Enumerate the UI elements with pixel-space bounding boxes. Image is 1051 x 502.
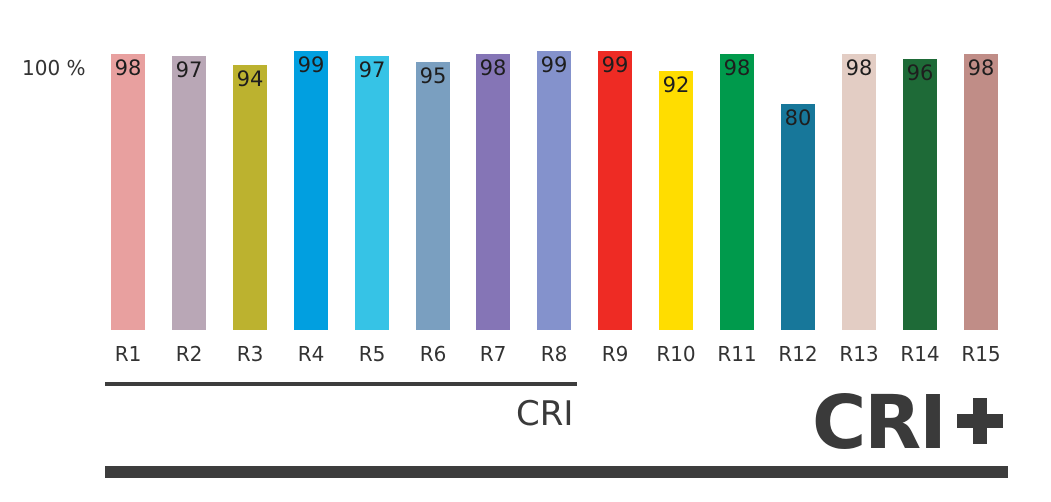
- cri-bracket-line: [105, 382, 577, 386]
- bar-r5: 97: [355, 56, 389, 330]
- x-axis-label: R1: [114, 342, 142, 366]
- bar-value-label: 98: [114, 56, 142, 80]
- bar-value-label: 98: [845, 56, 873, 80]
- x-axis-label: R6: [419, 342, 447, 366]
- bar-value-label: 92: [662, 73, 690, 97]
- bar-value-label: 94: [236, 67, 264, 91]
- bar-value-label: 99: [601, 53, 629, 77]
- x-axis-label: R2: [175, 342, 203, 366]
- x-axis-label: R14: [900, 342, 940, 366]
- x-axis-label: R3: [236, 342, 264, 366]
- bar-r13: 98: [842, 54, 876, 330]
- cri-plus-bracket-line: [105, 466, 1008, 478]
- x-axis-label: R15: [961, 342, 1001, 366]
- bar-value-label: 98: [479, 56, 507, 80]
- bar-value-label: 95: [419, 64, 447, 88]
- bar-r4: 99: [294, 51, 328, 330]
- bar-value-label: 97: [358, 58, 386, 82]
- x-axis-label: R7: [479, 342, 507, 366]
- bar-value-label: 96: [906, 61, 934, 85]
- cri-label: CRI: [516, 394, 574, 434]
- bar-value-label: 97: [175, 58, 203, 82]
- bar-r9: 99: [598, 51, 632, 330]
- bar-value-label: 99: [540, 53, 568, 77]
- bar-r15: 98: [964, 54, 998, 330]
- bar-value-label: 98: [723, 56, 751, 80]
- bar-r3: 94: [233, 65, 267, 330]
- bar-value-label: 80: [784, 106, 812, 130]
- bar-r10: 92: [659, 71, 693, 330]
- bar-r8: 99: [537, 51, 571, 330]
- x-axis-label: R8: [540, 342, 568, 366]
- x-axis-label: R5: [358, 342, 386, 366]
- x-axis-label: R11: [717, 342, 757, 366]
- x-axis-label: R10: [656, 342, 696, 366]
- bar-r11: 98: [720, 54, 754, 330]
- bar-r6: 95: [416, 62, 450, 330]
- x-axis-label: R12: [778, 342, 818, 366]
- bar-r2: 97: [172, 56, 206, 330]
- bar-r7: 98: [476, 54, 510, 330]
- bar-r12: 80: [781, 104, 815, 330]
- cri-plus-label: CRI: [812, 380, 947, 466]
- bar-r1: 98: [111, 54, 145, 330]
- bar-value-label: 98: [967, 56, 995, 80]
- x-axis-label: R9: [601, 342, 629, 366]
- bar-r14: 96: [903, 59, 937, 330]
- x-axis-label: R4: [297, 342, 325, 366]
- y-axis-max-label: 100 %: [22, 56, 86, 80]
- plus-icon: [957, 398, 1003, 444]
- bar-value-label: 99: [297, 53, 325, 77]
- x-axis-label: R13: [839, 342, 879, 366]
